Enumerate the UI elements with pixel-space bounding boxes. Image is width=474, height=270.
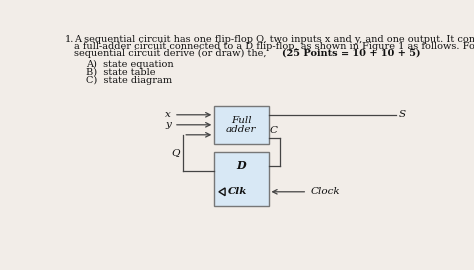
Text: A)  state equation: A) state equation	[86, 60, 173, 69]
Text: C)  state diagram: C) state diagram	[86, 76, 172, 85]
Text: D: D	[237, 160, 246, 171]
Text: a full-adder circuit connected to a D flip-flop, as shown in Figure 1 as follows: a full-adder circuit connected to a D fl…	[74, 42, 474, 51]
Text: x: x	[165, 110, 171, 119]
Text: sequential circuit derive (or draw) the,: sequential circuit derive (or draw) the,	[74, 49, 266, 58]
Bar	[214, 106, 268, 144]
Text: Clock: Clock	[310, 187, 340, 196]
Bar	[214, 152, 268, 206]
Text: S: S	[399, 110, 406, 119]
Text: adder: adder	[226, 125, 256, 134]
Text: 1.: 1.	[64, 35, 74, 44]
Text: Clk: Clk	[228, 187, 247, 196]
Text: Full: Full	[231, 116, 252, 126]
Text: C: C	[270, 126, 278, 135]
Text: Q: Q	[172, 148, 180, 157]
Text: B)  state table: B) state table	[86, 68, 155, 77]
Text: (25 Points = 10 + 10 + 5): (25 Points = 10 + 10 + 5)	[282, 49, 420, 58]
Text: y: y	[165, 120, 171, 129]
Text: A sequential circuit has one flip-flop Q, two inputs x and y, and one output. It: A sequential circuit has one flip-flop Q…	[74, 35, 474, 44]
